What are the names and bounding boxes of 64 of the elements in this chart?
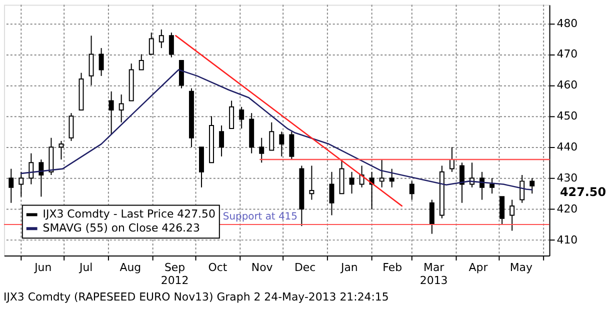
candlestick (490, 178, 495, 194)
candlestick (58, 140, 64, 160)
legend-label: SMAVG (55) on Close 426.23 (42, 222, 200, 235)
candlestick (108, 90, 114, 136)
y-tick-label: 420 (556, 202, 578, 216)
y-tick-label: 480 (556, 16, 578, 30)
candlestick (98, 48, 104, 76)
candlestick (309, 165, 314, 200)
candlestick (138, 54, 144, 70)
legend-label: IJX3 Comdty - Last Price 427.50 (42, 208, 216, 221)
x-tick-label: Dec (294, 260, 316, 274)
candlestick (470, 162, 474, 188)
candlestick (449, 146, 454, 172)
candlestick (510, 199, 515, 232)
y-tick-label: 470 (556, 48, 578, 61)
x-tick-label: May (510, 260, 533, 274)
candlestick (349, 171, 354, 194)
candlestick (329, 171, 334, 216)
x-tick-label: Jan (340, 260, 358, 274)
candlestick (480, 171, 485, 200)
candlestick (28, 152, 34, 185)
candlestick (8, 168, 14, 204)
candlestick (520, 174, 525, 204)
x-tick-label: Feb (382, 260, 402, 274)
candlestick (219, 124, 224, 157)
text: IJX3 Comdty (RAPESEED EURO Nov13) Graph 2 24-May-2013 21:24:15 (3, 290, 389, 304)
y-tick-label: 450 (556, 110, 578, 123)
x-tick-label: Aug (120, 260, 142, 274)
annotation: 427.50 (560, 184, 606, 199)
ref-line-label: Support at 415 (222, 212, 298, 223)
candlestick (259, 137, 264, 164)
candlestick (379, 159, 384, 188)
y-tick-label: 430 (556, 172, 578, 185)
candlestick (269, 122, 274, 151)
x-tick-label: Apr (468, 260, 488, 274)
candlestick (409, 180, 414, 200)
y-tick-label: 440 (556, 140, 578, 154)
candlestick (148, 32, 154, 55)
candlestick (429, 199, 434, 234)
candlestick (530, 178, 535, 194)
candlestick (279, 131, 284, 157)
line-series (20, 69, 533, 190)
candlestick (38, 159, 44, 198)
candlestick (289, 131, 294, 160)
x-tick-label: Nov (251, 260, 274, 274)
candlestick (68, 112, 74, 142)
x-tick-label: Mar 2013 (420, 260, 448, 287)
candlestick (239, 106, 244, 130)
candlestick (158, 28, 164, 49)
y-tick-label: 410 (556, 233, 578, 246)
x-tick-label: Oct (208, 260, 228, 274)
candlestick (500, 196, 505, 226)
candlestick (229, 100, 234, 130)
candlestick (118, 94, 124, 123)
x-tick-label: Sep 2012 (160, 260, 189, 287)
x-tick-label: Jun (34, 260, 52, 274)
candlestick (168, 32, 174, 58)
candlestick (18, 171, 24, 198)
candlestick (359, 165, 364, 188)
x-tick-label: Jul (78, 260, 93, 274)
candlestick (88, 35, 94, 86)
y-tick-label: 460 (556, 78, 578, 92)
candlestick (389, 168, 394, 188)
candlestick (459, 162, 464, 204)
